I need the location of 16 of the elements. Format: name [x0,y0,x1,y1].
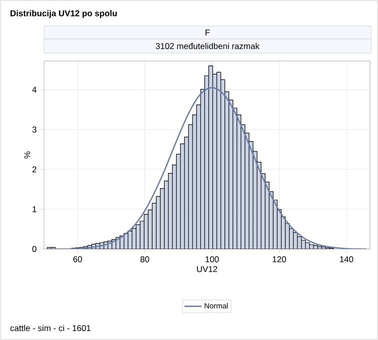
text: cattle - sim - ci - 1601 [10,324,91,332]
x-tick-label: 60 [73,256,82,262]
y-axis-title: % [24,152,30,158]
chart-subtitle: F [206,30,210,36]
chart-title: Distribucija UV12 po spolu [10,10,117,18]
x-tick-label: 80 [140,256,150,262]
text: 3102 međutelidbeni razmak [156,42,260,50]
y-tick-label: 2 [32,166,36,172]
y-tick-label: 1 [32,206,36,212]
x-axis-title: UV12 [197,266,218,272]
x-tick-label: 100 [206,256,219,262]
y-tick-label: 0 [32,246,36,252]
y-tick-label: 4 [32,86,36,93]
x-tick-label: 140 [340,256,354,262]
y-tick-label: 3 [32,126,36,132]
x-tick-label: 120 [272,256,286,262]
